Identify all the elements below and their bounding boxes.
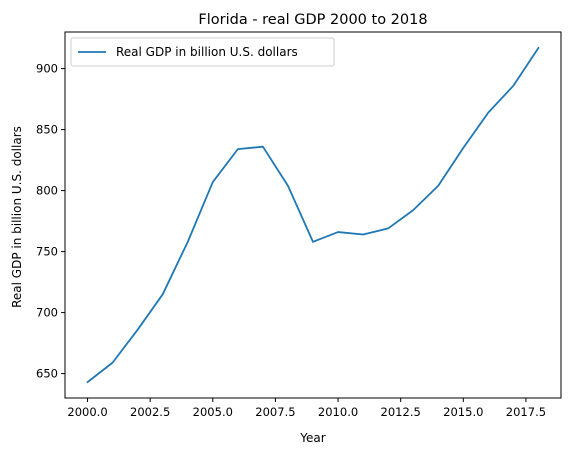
plot-frame <box>64 31 562 399</box>
x-tick-label: 2017.5 <box>506 405 546 419</box>
y-tick-label: 650 <box>36 367 58 381</box>
x-tick-label: 2015.0 <box>443 405 483 419</box>
x-tick-label: 2002.5 <box>130 405 170 419</box>
legend-box <box>70 37 335 67</box>
plot-area: 2000.0 2002.5 2005.0 2007.5 2010.0 2012.5 2015… <box>36 31 562 419</box>
y-axis-label: Real GDP in billion U.S. dollars <box>10 126 24 308</box>
series-line-0 <box>86 46 540 384</box>
x-tick-label: 2007.5 <box>255 405 295 419</box>
x-axis-label: Year <box>299 431 325 445</box>
y-tick-label: 750 <box>36 245 58 259</box>
x-tick-label: 2012.5 <box>381 405 421 419</box>
y-tick-label: 700 <box>36 306 58 320</box>
x-tick-label: 2005.0 <box>193 405 233 419</box>
x-tick-label: 2010.0 <box>318 405 358 419</box>
y-tick-label: 800 <box>36 184 58 198</box>
legend: Real GDP in billion U.S. dollars <box>70 37 335 67</box>
legend-series-label: Real GDP in billion U.S. dollars <box>116 45 298 59</box>
y-tick-label: 900 <box>36 62 58 76</box>
y-tick-label: 850 <box>36 123 58 137</box>
chart-title: Florida - real GDP 2000 to 2018 <box>198 12 427 28</box>
x-tick-label: 2000.0 <box>67 405 107 419</box>
